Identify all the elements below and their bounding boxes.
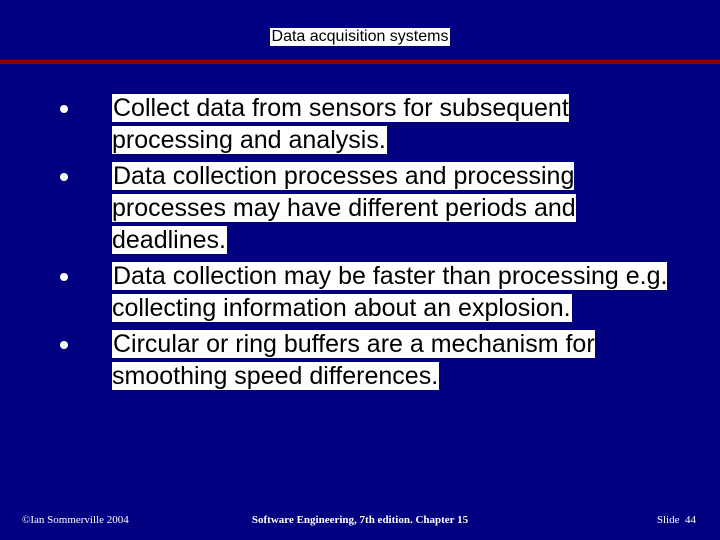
bullet-marker-icon — [60, 105, 68, 113]
bullet-marker-icon — [60, 173, 68, 181]
bullet-text: Circular or ring buffers are a mechanism… — [112, 328, 668, 392]
footer-slide-number: 44 — [685, 514, 696, 526]
footer-left: ©Ian Sommerville 2004 — [22, 514, 129, 526]
bullet-text: Collect data from sensors for subsequent… — [112, 92, 668, 156]
bullet-item: Data collection may be faster than proce… — [52, 260, 668, 324]
bullet-item: Collect data from sensors for subsequent… — [52, 92, 668, 156]
slide-title: Data acquisition systems — [270, 28, 451, 46]
footer-right: Slide 44 — [657, 514, 696, 526]
footer-slide-label: Slide — [657, 514, 680, 526]
bullet-marker-icon — [60, 273, 68, 281]
bullet-text: Data collection may be faster than proce… — [112, 260, 668, 324]
bullet-marker-icon — [60, 341, 68, 349]
bullet-item: Data collection processes and processing… — [52, 160, 668, 256]
footer: ©Ian Sommerville 2004 Software Engineeri… — [0, 514, 720, 526]
slide-title-text: Data acquisition systems — [272, 28, 449, 45]
title-area: Data acquisition systems — [0, 0, 720, 46]
bullet-item: Circular or ring buffers are a mechanism… — [52, 328, 668, 392]
footer-center: Software Engineering, 7th edition. Chapt… — [252, 514, 468, 526]
bullet-text: Data collection processes and processing… — [112, 160, 668, 256]
slide: Data acquisition systems Collect data fr… — [0, 0, 720, 540]
content-area: Collect data from sensors for subsequent… — [0, 64, 720, 392]
